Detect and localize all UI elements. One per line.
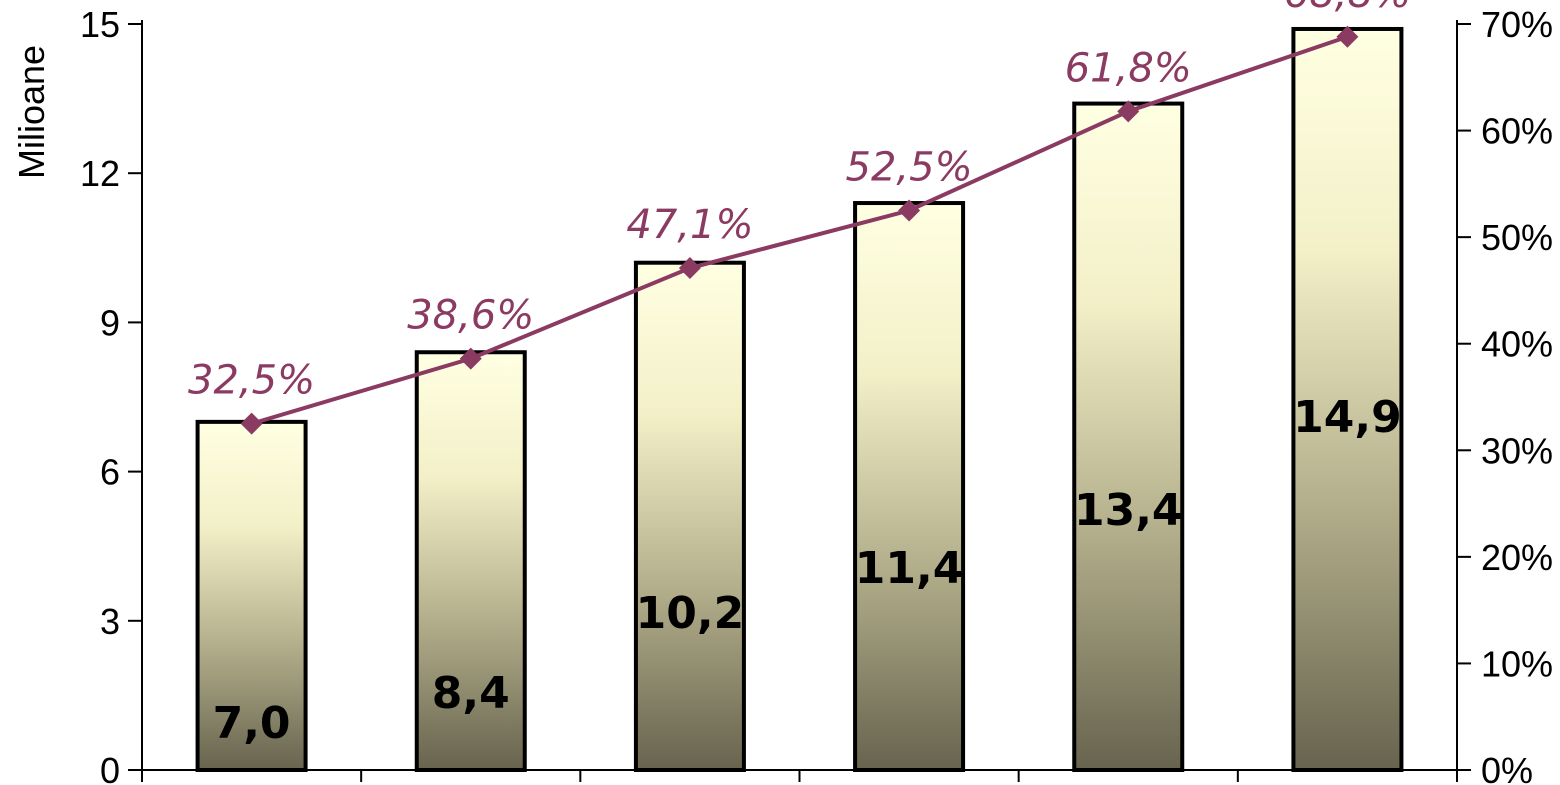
right-tick-label: 20% <box>1481 537 1553 578</box>
left-tick-label: 9 <box>100 302 120 343</box>
bar <box>414 350 527 772</box>
right-tick-label: 10% <box>1481 643 1553 684</box>
bar-value-label: 11,4 <box>855 543 964 594</box>
left-tick-label: 3 <box>100 601 120 642</box>
bar-value-label: 13,4 <box>1074 485 1183 536</box>
left-tick-label: 15 <box>80 4 120 45</box>
line-point <box>1117 100 1140 123</box>
bar <box>1072 101 1185 773</box>
line-value-label: 52,5% <box>846 145 973 191</box>
y-axis-title: Milioane <box>11 45 52 179</box>
bar-value-label: 10,2 <box>636 588 745 639</box>
line-value-label: 68,8% <box>1284 0 1411 17</box>
bar <box>853 201 966 773</box>
left-tick-label: 12 <box>80 153 120 194</box>
right-tick-label: 70% <box>1481 4 1553 45</box>
right-tick-label: 60% <box>1481 111 1553 152</box>
line-series-path <box>251 34 1349 426</box>
bar-value-label: 14,9 <box>1293 392 1402 443</box>
line-value-label: 61,8% <box>1065 45 1192 91</box>
line-point <box>1336 25 1359 48</box>
left-tick-label: 0 <box>100 750 120 785</box>
bar <box>195 419 308 772</box>
top-title-fragment: acoro lo 14,9 milioane at 30.06.200 <box>0 0 1282 53</box>
left-tick-label: 6 <box>100 452 120 493</box>
line-point <box>678 257 701 280</box>
right-tick-label: 30% <box>1481 430 1553 471</box>
right-tick-label: 40% <box>1481 324 1553 365</box>
line-point <box>240 412 263 435</box>
bar-value-label: 7,0 <box>213 698 291 749</box>
bar-value-label: 8,4 <box>432 668 510 719</box>
right-tick-label: 0% <box>1481 750 1533 785</box>
line-value-label: 38,6% <box>407 293 534 339</box>
bar <box>633 260 746 772</box>
line-point <box>898 199 921 222</box>
line-point <box>459 347 482 370</box>
line-value-label: 32,5% <box>188 358 315 404</box>
line-value-label: 47,1% <box>626 202 753 248</box>
bar <box>1291 26 1404 773</box>
right-tick-label: 50% <box>1481 217 1553 258</box>
